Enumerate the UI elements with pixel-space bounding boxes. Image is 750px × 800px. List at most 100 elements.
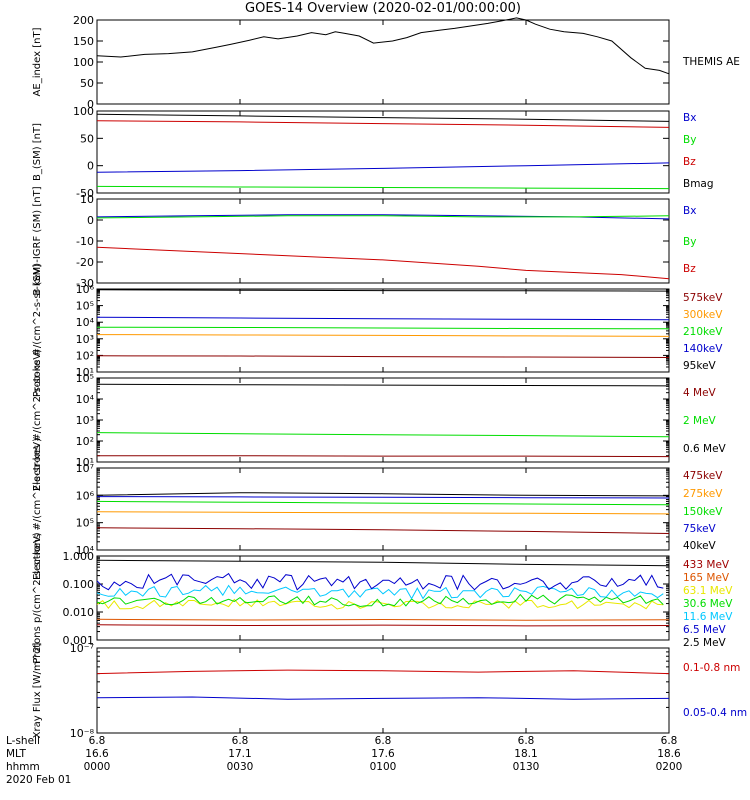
- y-tick-label: 10²: [76, 435, 94, 448]
- x-tick-label: 6.8: [232, 735, 249, 747]
- y-tick-label: -10: [76, 235, 94, 248]
- y-tick-label: 0: [87, 160, 94, 173]
- panel-5: 10⁴ 10⁵ 10⁶ 10⁷ Electrons #/(cm^2-s-sr-keV) 4…: [32, 438, 723, 580]
- series-line-bz: [96, 120, 670, 128]
- panel-frame: [96, 198, 670, 284]
- y-tick-label: 10⁴: [76, 393, 95, 406]
- legend-entry: 140keV: [683, 343, 723, 355]
- y-axis-label: B_(SM) [nT]: [32, 123, 43, 181]
- legend-entry: 210keV: [683, 326, 723, 338]
- series-line-40kev: [96, 492, 670, 497]
- legend-entry: 0.05-0.4 nm: [683, 707, 747, 719]
- y-tick-label: 10⁷: [76, 462, 94, 475]
- panel-frame: [96, 288, 670, 373]
- legend-entry: 165 MeV: [683, 572, 730, 584]
- panel-frame: [96, 555, 670, 641]
- y-tick-label: 50: [80, 132, 94, 145]
- y-tick-label: 100: [73, 56, 94, 69]
- panel-3: 10¹ 10² 10³ 10⁴ 10⁵ 10⁶ Protons #/(cm^2-s-sr-k…: [32, 264, 723, 397]
- series-line-210kev: [96, 326, 670, 330]
- series-line-140kev: [96, 316, 670, 321]
- y-tick-label: 10⁵: [76, 372, 94, 385]
- legend-entry: 75keV: [683, 523, 717, 535]
- y-tick-label: 0: [87, 98, 94, 111]
- legend-entry: 2 MeV: [683, 415, 717, 427]
- series-line-2-mev: [96, 432, 670, 438]
- series-line-6-5-mev: [96, 572, 664, 591]
- panel-1: -50 0 50 100 B_(SM) [nT] Bx By Bz Bmag: [32, 105, 714, 200]
- y-tick-label: 0.100: [63, 578, 95, 591]
- y-tick-label: 10¹: [76, 366, 94, 379]
- y-tick-label: 10: [80, 193, 94, 206]
- series-line-bmag: [96, 113, 670, 122]
- series-line-475kev: [96, 527, 670, 534]
- y-tick-label: 50: [80, 77, 94, 90]
- legend-entry: 150keV: [683, 506, 723, 518]
- legend-entry: By: [683, 236, 696, 248]
- series-line-themis-ae: [96, 17, 670, 75]
- legend-entry: 40keV: [683, 540, 717, 552]
- series-line-by: [96, 185, 670, 190]
- series-line-75kev: [96, 496, 670, 499]
- x-tick-label: 6.8: [518, 735, 535, 747]
- y-axis-label: Electrons #/(cm^2-s-sr-keV): [32, 438, 43, 580]
- legend-entry: 11.6 MeV: [683, 611, 733, 623]
- legend-entry: 300keV: [683, 309, 723, 321]
- y-tick-label: -30: [76, 277, 94, 290]
- x-tick-label: 0030: [227, 761, 254, 773]
- y-tick-label: 10⁶: [76, 489, 95, 502]
- y-tick-label: 10⁵: [76, 517, 94, 530]
- x-row-label: MLT: [6, 748, 26, 760]
- legend-entry: Bmag: [683, 178, 714, 190]
- y-axis-label: Protons #/(cm^2-s-sr-keV): [32, 264, 43, 397]
- y-tick-label: 100: [73, 105, 94, 118]
- y-tick-label: 150: [73, 35, 94, 48]
- panel-frame: [96, 467, 670, 551]
- legend-entry: Bx: [683, 205, 696, 217]
- series-line-95kev: [96, 289, 670, 292]
- y-axis-label: Protons p/(cm^2-s-sr-keV): [32, 532, 43, 663]
- series-line-433-mev: [96, 624, 670, 627]
- legend-entry: 0.6 MeV: [683, 443, 727, 455]
- y-tick-label: 10⁻⁷: [70, 642, 94, 655]
- y-tick-label: 10⁵: [76, 300, 94, 313]
- y-tick-label: 10⁶: [76, 283, 95, 296]
- legend-entry: 575keV: [683, 292, 723, 304]
- y-tick-label: 0.010: [63, 606, 95, 619]
- y-axis-label: Electrons #/(cm^2-s-sr-keV): [32, 349, 43, 491]
- panel-0: 0 50 100 150 200 AE_index [nT] THEMIS AE: [32, 14, 740, 111]
- series-line-11-6-mev: [96, 584, 664, 600]
- legend-entry: Bx: [683, 112, 696, 124]
- legend-entry: 275keV: [683, 488, 723, 500]
- y-tick-label: 10¹: [76, 456, 94, 469]
- x-tick-label: 17.1: [228, 748, 251, 760]
- series-line-0-1-0-8-nm: [96, 669, 670, 675]
- x-tick-label: 16.6: [85, 748, 109, 760]
- panel-4: 10¹ 10² 10³ 10⁴ 10⁵ Electrons #/(cm^2-s-sr-ke…: [32, 349, 727, 491]
- x-tick-label: 0100: [370, 761, 397, 773]
- y-tick-label: 10³: [76, 333, 94, 346]
- legend-entry: THEMIS AE: [682, 56, 740, 68]
- series-line-575kev: [96, 355, 670, 358]
- y-axis-label: Xray Flux [W/m^2]: [32, 643, 43, 739]
- panel-frame: [96, 19, 670, 105]
- x-tick-label: 0200: [656, 761, 683, 773]
- y-tick-label: 0: [87, 214, 94, 227]
- y-tick-label: 10³: [76, 414, 94, 427]
- panel-7: 10⁻⁸ 10⁻⁷ Xray Flux [W/m^2] 0.1-0.8 nm 0.05-…: [32, 642, 747, 740]
- series-line-0-6-mev: [96, 383, 670, 387]
- x-date-label: 2020 Feb 01: [6, 774, 71, 786]
- x-row-label: L-shell: [6, 735, 40, 747]
- x-tick-label: 17.6: [371, 748, 395, 760]
- y-tick-label: 10⁻⁸: [70, 727, 95, 740]
- legend-entry: 4 MeV: [683, 387, 717, 399]
- x-tick-label: 0130: [513, 761, 540, 773]
- series-line-4-mev: [97, 455, 670, 458]
- series-line-0-05-0-4-nm: [96, 696, 670, 700]
- legend-entry: 2.5 MeV: [683, 637, 727, 649]
- legend-entry: By: [683, 134, 696, 146]
- y-tick-label: 0.001: [63, 634, 95, 647]
- x-tick-label: 6.8: [375, 735, 392, 747]
- panel-frame: [96, 377, 670, 463]
